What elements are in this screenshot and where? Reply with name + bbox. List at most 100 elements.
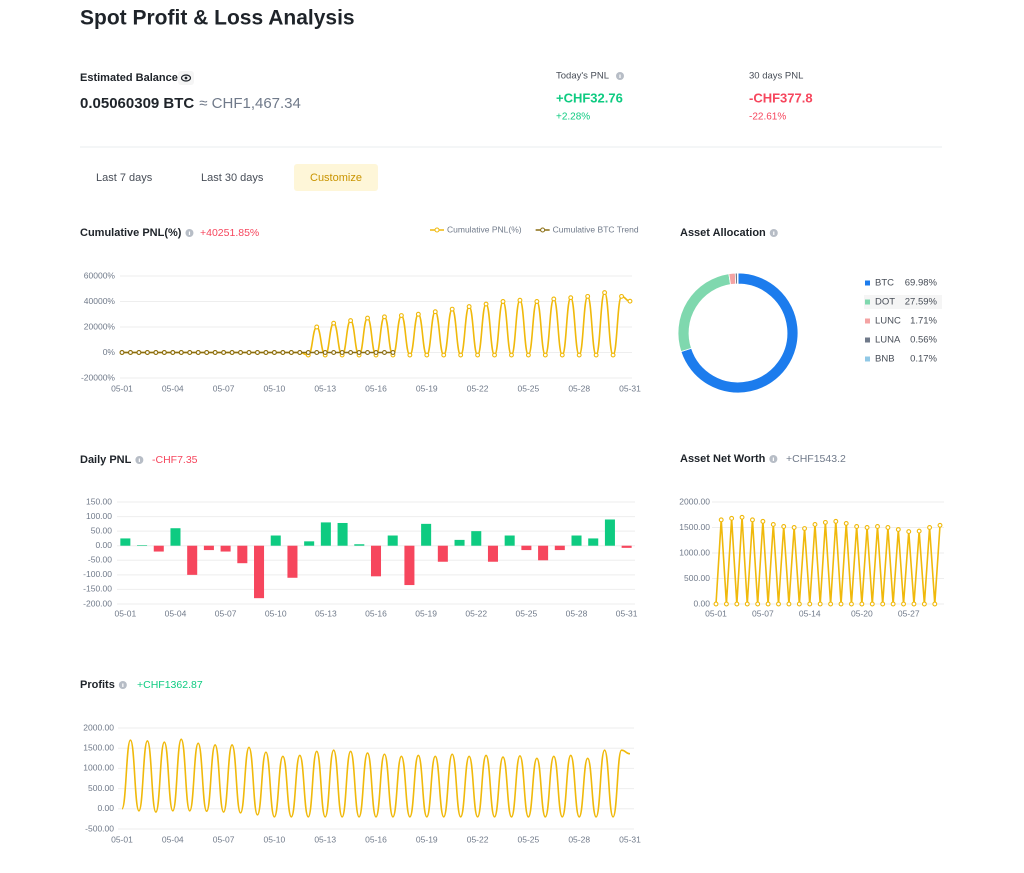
x-tick-label: 05-01 (111, 383, 133, 393)
x-tick-label: 05-19 (416, 383, 438, 393)
x-tick-label: 05-19 (415, 608, 437, 618)
x-tick-label: 05-10 (265, 608, 287, 618)
bar (387, 535, 398, 546)
legend-label: Cumulative PNL(%) (447, 224, 522, 234)
bar (588, 538, 599, 546)
bar (354, 544, 365, 546)
x-tick-label: 05-31 (619, 383, 641, 393)
info-icon-bar (772, 457, 774, 461)
point (781, 524, 787, 529)
legend-value: 27.59% (905, 297, 938, 308)
y-tick-label: 50.00 (91, 525, 113, 535)
point (627, 298, 633, 304)
bar (287, 545, 298, 578)
point (356, 350, 362, 355)
x-tick-label: 05-22 (465, 608, 487, 618)
info-icon-bar (122, 683, 124, 687)
point (859, 601, 865, 607)
point (339, 350, 345, 355)
chart-title: Asset Net Worth (680, 453, 766, 465)
point (593, 352, 599, 358)
point (739, 514, 745, 520)
point (880, 601, 886, 607)
chart-title: Asset Allocation (680, 227, 766, 239)
point (238, 350, 243, 355)
info-icon-bar (138, 458, 140, 462)
x-tick-label: 05-01 (705, 608, 727, 618)
point (802, 526, 808, 531)
y-tick-label: 150.00 (86, 496, 112, 506)
tab[interactable]: Last 30 days (201, 172, 264, 184)
bar (370, 545, 382, 577)
y-tick-label: 1500.00 (83, 742, 114, 752)
slice (677, 273, 731, 353)
y-tick-label: -200.00 (83, 598, 112, 608)
legend-value: 1.71% (910, 316, 937, 327)
point (398, 313, 404, 318)
tab[interactable]: Last 7 days (96, 172, 153, 184)
point (331, 350, 337, 355)
point (744, 601, 750, 607)
x-tick-label: 05-28 (568, 383, 590, 393)
point (534, 299, 540, 304)
bar (137, 545, 148, 546)
y-tick-label: -150.00 (83, 584, 112, 594)
point (885, 525, 891, 530)
point (466, 304, 472, 310)
point (916, 528, 922, 534)
y-tick-label: 60000% (84, 270, 116, 280)
point (415, 311, 421, 317)
x-tick-label: 05-01 (111, 834, 133, 844)
bar (571, 535, 582, 546)
point (807, 601, 813, 607)
bar (554, 545, 565, 551)
point (812, 521, 818, 527)
point (255, 350, 260, 355)
x-tick-label: 05-22 (467, 834, 489, 844)
point (263, 350, 269, 355)
point (718, 517, 724, 523)
point (314, 324, 320, 330)
x-tick-label: 05-16 (365, 608, 387, 618)
point (449, 306, 455, 312)
point (576, 352, 582, 358)
bar (521, 545, 532, 551)
bar (621, 545, 632, 548)
x-tick-label: 05-31 (616, 608, 638, 618)
bar (454, 539, 465, 546)
tab[interactable]: Customize (310, 172, 362, 184)
x-tick-label: 05-10 (264, 383, 286, 393)
point (441, 352, 447, 358)
x-tick-label: 05-19 (416, 834, 438, 844)
x-tick-label: 05-25 (518, 383, 540, 393)
bar (170, 528, 181, 546)
today-pnl-label: Today's PNL (556, 71, 609, 82)
point (305, 350, 311, 355)
point (760, 518, 766, 524)
point (864, 525, 870, 530)
series-line (715, 517, 941, 605)
y-tick-label: 20000% (84, 321, 116, 331)
legend-swatch (865, 299, 870, 305)
y-tick-label: -20000% (81, 372, 115, 382)
point (791, 525, 797, 530)
point (551, 296, 557, 302)
pnl-30d-value: -CHF377.8 (749, 90, 813, 105)
y-tick-label: -500.00 (85, 823, 114, 833)
y-tick-label: 500.00 (88, 783, 114, 793)
bar (604, 519, 615, 546)
point (869, 601, 875, 607)
x-tick-label: 05-25 (516, 608, 538, 618)
legend-swatch (865, 280, 870, 286)
point (500, 299, 506, 304)
point (348, 318, 354, 324)
legend-swatch (865, 356, 870, 362)
point (786, 601, 792, 607)
point (475, 352, 481, 358)
y-tick-label: 1000.00 (679, 547, 710, 557)
point (382, 350, 387, 355)
point (921, 601, 927, 607)
eye-icon[interactable] (178, 71, 194, 85)
slice (728, 272, 737, 286)
legend-swatch (865, 318, 870, 324)
